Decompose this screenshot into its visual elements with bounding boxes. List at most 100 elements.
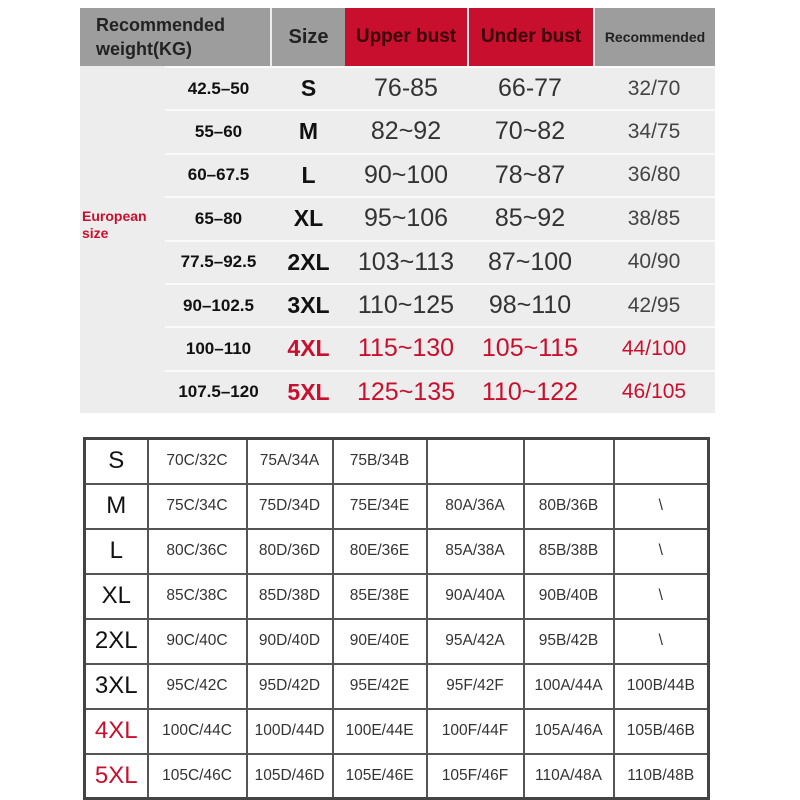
header-size: Size: [272, 8, 345, 66]
recommended-cell: 36/80: [627, 163, 681, 187]
recommended-cell: 32/70: [627, 76, 681, 100]
bra-size-cell: 90B/40B: [522, 572, 615, 620]
bra-size-cell: 100B/44B: [612, 662, 710, 710]
bra-size-cell: 100F/44F: [425, 707, 525, 755]
weight-cell: 100–110: [185, 338, 252, 358]
size-cell: 2XL: [287, 248, 330, 275]
size-cell: S: [300, 75, 317, 101]
bra-size-cell: 75D/34D: [245, 482, 334, 530]
bra-size-cell: 95E/42E: [331, 662, 428, 710]
size-cell: 2XL: [83, 617, 149, 665]
under-bust-cell: 87~100: [487, 247, 573, 276]
bra-size-cell: 105D/46D: [245, 752, 334, 800]
upper-bust-cell: 90~100: [363, 160, 449, 189]
upper-bust-cell: 82~92: [370, 117, 442, 146]
bra-size-cell: 75E/34E: [331, 482, 428, 530]
bra-size-cell: 100C/44C: [146, 707, 248, 755]
size-cell: S: [83, 437, 149, 485]
under-bust-cell: 98~110: [488, 291, 572, 319]
size-row: 55–60 M 82~92 70~82 34/75: [165, 109, 715, 152]
bra-size-cell: 90A/40A: [425, 572, 525, 620]
under-bust-cell: 85~92: [494, 204, 566, 233]
size-chart-table: Recommended weight(KG) Size Upper bust U…: [80, 8, 715, 413]
bra-size-cell: 110A/48A: [522, 752, 615, 800]
under-bust-cell: 105~115: [481, 334, 579, 363]
under-bust-cell: 110~122: [481, 377, 579, 406]
bra-size-cell: 95C/42C: [146, 662, 248, 710]
bra-size-cell: 105F/46F: [425, 752, 525, 800]
bra-size-cell: 90C/40C: [146, 617, 248, 665]
bra-size-cell: 90D/40D: [245, 617, 334, 665]
bra-size-cell: 105C/46C: [146, 752, 248, 800]
size-row: 77.5–92.5 2XL 103~113 87~100 40/90: [165, 239, 715, 283]
bra-size-cell: 100E/44E: [331, 707, 428, 755]
bra-size-cell: 85A/38A: [425, 527, 525, 575]
bra-size-cell: 105A/46A: [522, 707, 615, 755]
bra-size-cell: 85E/38E: [331, 572, 428, 620]
recommended-cell: 38/85: [627, 206, 681, 230]
weight-cell: 65–80: [194, 208, 243, 228]
european-size-label: European size: [82, 208, 147, 241]
bra-size-cell: 90E/40E: [331, 617, 428, 665]
recommended-cell: 34/75: [627, 119, 681, 143]
under-bust-cell: 66-77: [498, 74, 562, 102]
bra-size-cell: 105B/46B: [612, 707, 710, 755]
upper-bust-cell: 115~130: [357, 334, 455, 363]
size-cell: 4XL: [83, 707, 149, 755]
header-recommended: Recommended: [595, 8, 715, 66]
size-row: 107.5–120 5XL 125~135 110~122 46/105: [165, 369, 715, 413]
bra-size-cell: 95F/42F: [425, 662, 525, 710]
size-row: 60–67.5 L 90~100 78~87 36/80: [165, 152, 715, 196]
bra-size-cell: [612, 437, 710, 485]
bra-size-cell: 70C/32C: [146, 437, 248, 485]
size-row: 90–102.5 3XL 110~125 98~110 42/95: [165, 283, 715, 326]
size-cell: 4XL: [287, 335, 330, 362]
bra-size-cell: 80C/36C: [146, 527, 248, 575]
weight-cell: 90–102.5: [183, 295, 254, 315]
size-cell: XL: [293, 205, 324, 232]
weight-cell: 60–67.5: [187, 165, 250, 185]
bra-size-cell: 85B/38B: [522, 527, 615, 575]
upper-bust-cell: 110~125: [357, 291, 455, 319]
size-cell: 3XL: [287, 292, 330, 318]
bra-size-cell: 75B/34B: [331, 437, 428, 485]
size-cell: 5XL: [287, 378, 330, 405]
bra-size-cell: \: [612, 617, 710, 665]
header-weight: Recommended weight(KG): [80, 8, 270, 66]
header-upper-bust: Upper bust: [345, 8, 467, 66]
upper-bust-cell: 125~135: [356, 377, 456, 406]
size-cell: 3XL: [83, 662, 149, 710]
size-cell: M: [83, 482, 149, 530]
weight-cell: 107.5–120: [178, 382, 259, 402]
bra-size-cell: \: [612, 527, 710, 575]
bra-size-row: 3XL 95C/42C 95D/42D 95E/42E 95F/42F 100A/44A 1…: [83, 662, 710, 710]
size-row: 100–110 4XL 115~130 105~115 44/100: [165, 326, 715, 369]
bra-size-row: XL 85C/38C 85D/38D 85E/38E 90A/40A 90B/40B \: [83, 572, 710, 620]
size-row: 65–80 XL 95~106 85~92 38/85: [165, 196, 715, 239]
bra-size-row: L 80C/36C 80D/36D 80E/36E 85A/38A 85B/38B \: [83, 527, 710, 575]
bra-size-row: 4XL 100C/44C 100D/44D 100E/44E 100F/44F 105A/…: [83, 707, 710, 755]
bra-size-cell: \: [612, 482, 710, 530]
bra-size-cell: [425, 437, 525, 485]
bra-size-cell: 85C/38C: [146, 572, 248, 620]
bra-size-row: M 75C/34C 75D/34D 75E/34E 80A/36A 80B/36B \: [83, 482, 710, 530]
recommended-cell: 40/90: [627, 250, 681, 274]
bra-size-cell: 75C/34C: [146, 482, 248, 530]
bra-size-table: S 70C/32C 75A/34A 75B/34B M 75C/34C 75D/34D 75E…: [83, 437, 710, 800]
weight-cell: 55–60: [194, 121, 243, 141]
bra-size-cell: 80B/36B: [522, 482, 615, 530]
bra-size-cell: 95A/42A: [425, 617, 525, 665]
bra-size-cell: \: [612, 572, 710, 620]
bra-size-cell: [522, 437, 615, 485]
bra-size-cell: 110B/48B: [612, 752, 710, 800]
bra-size-cell: 85D/38D: [245, 572, 334, 620]
bra-size-row: 2XL 90C/40C 90D/40D 90E/40E 95A/42A 95B/42B \: [83, 617, 710, 665]
recommended-cell: 46/105: [621, 380, 687, 404]
size-row: 42.5–50 S 76-85 66-77 32/70: [165, 66, 715, 109]
weight-cell: 42.5–50: [187, 78, 250, 98]
upper-bust-cell: 76-85: [374, 74, 438, 102]
size-cell: M: [298, 118, 319, 145]
bra-size-cell: 80E/36E: [331, 527, 428, 575]
bra-size-cell: 75A/34A: [245, 437, 334, 485]
recommended-cell: 44/100: [621, 336, 687, 360]
